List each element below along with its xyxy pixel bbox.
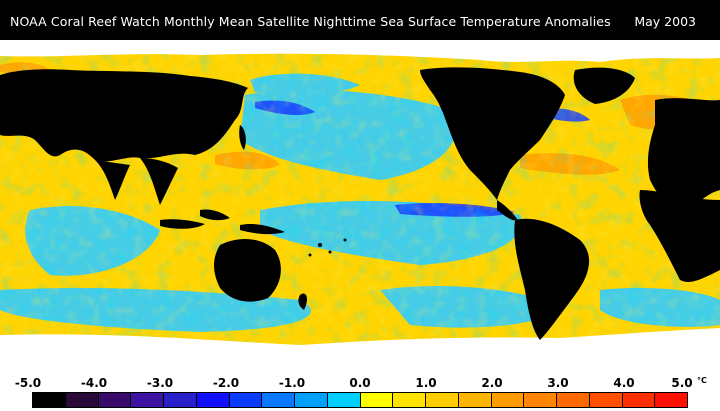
scale-unit-label: °C xyxy=(697,376,707,385)
scale-tick-label: 3.0 xyxy=(547,376,569,390)
colorbar-swatch xyxy=(491,393,525,407)
colorbar-swatch xyxy=(622,393,656,407)
colorbar-swatch xyxy=(458,393,492,407)
colorbar-swatch xyxy=(557,393,590,407)
arctic-ice xyxy=(0,40,720,62)
map-date: May 2003 xyxy=(634,14,696,29)
colorbar-swatch xyxy=(229,393,263,407)
colorbar-swatch xyxy=(98,393,132,407)
scale-tick-label: -4.0 xyxy=(80,376,108,390)
colorbar-swatch xyxy=(295,393,328,407)
scale-tick-label: 1.0 xyxy=(415,376,437,390)
colorbar-swatch xyxy=(262,393,295,407)
anomaly-colorbar xyxy=(32,392,688,408)
colorbar-swatch xyxy=(65,393,99,407)
scale-tick-label: -2.0 xyxy=(212,376,240,390)
scale-tick-label: -5.0 xyxy=(14,376,42,390)
colorbar-swatch xyxy=(589,393,623,407)
colorbar-swatch xyxy=(393,393,426,407)
land-masses xyxy=(0,67,720,340)
colorbar-swatch xyxy=(360,393,394,407)
colorbar-swatch xyxy=(524,393,557,407)
scale-tick-label: -1.0 xyxy=(278,376,306,390)
colorbar-swatch xyxy=(33,393,66,407)
colorbar-swatch xyxy=(426,393,459,407)
colorbar-swatch xyxy=(131,393,164,407)
scale-tick-label: 5.0 xyxy=(671,376,693,390)
pacific-islands xyxy=(308,238,347,257)
scale-tick-label: -3.0 xyxy=(146,376,174,390)
colorbar-swatch xyxy=(196,393,230,407)
title-bar: NOAA Coral Reef Watch Monthly Mean Satel… xyxy=(0,0,720,40)
map-title: NOAA Coral Reef Watch Monthly Mean Satel… xyxy=(10,14,611,29)
colorbar-swatch xyxy=(327,393,361,407)
colorbar-swatch xyxy=(655,393,687,407)
scale-tick-label: 0.0 xyxy=(349,376,371,390)
scale-tick-label: 2.0 xyxy=(481,376,503,390)
scale-tick-label: 4.0 xyxy=(613,376,635,390)
world-sst-map xyxy=(0,40,720,373)
colorbar-swatch xyxy=(164,393,197,407)
